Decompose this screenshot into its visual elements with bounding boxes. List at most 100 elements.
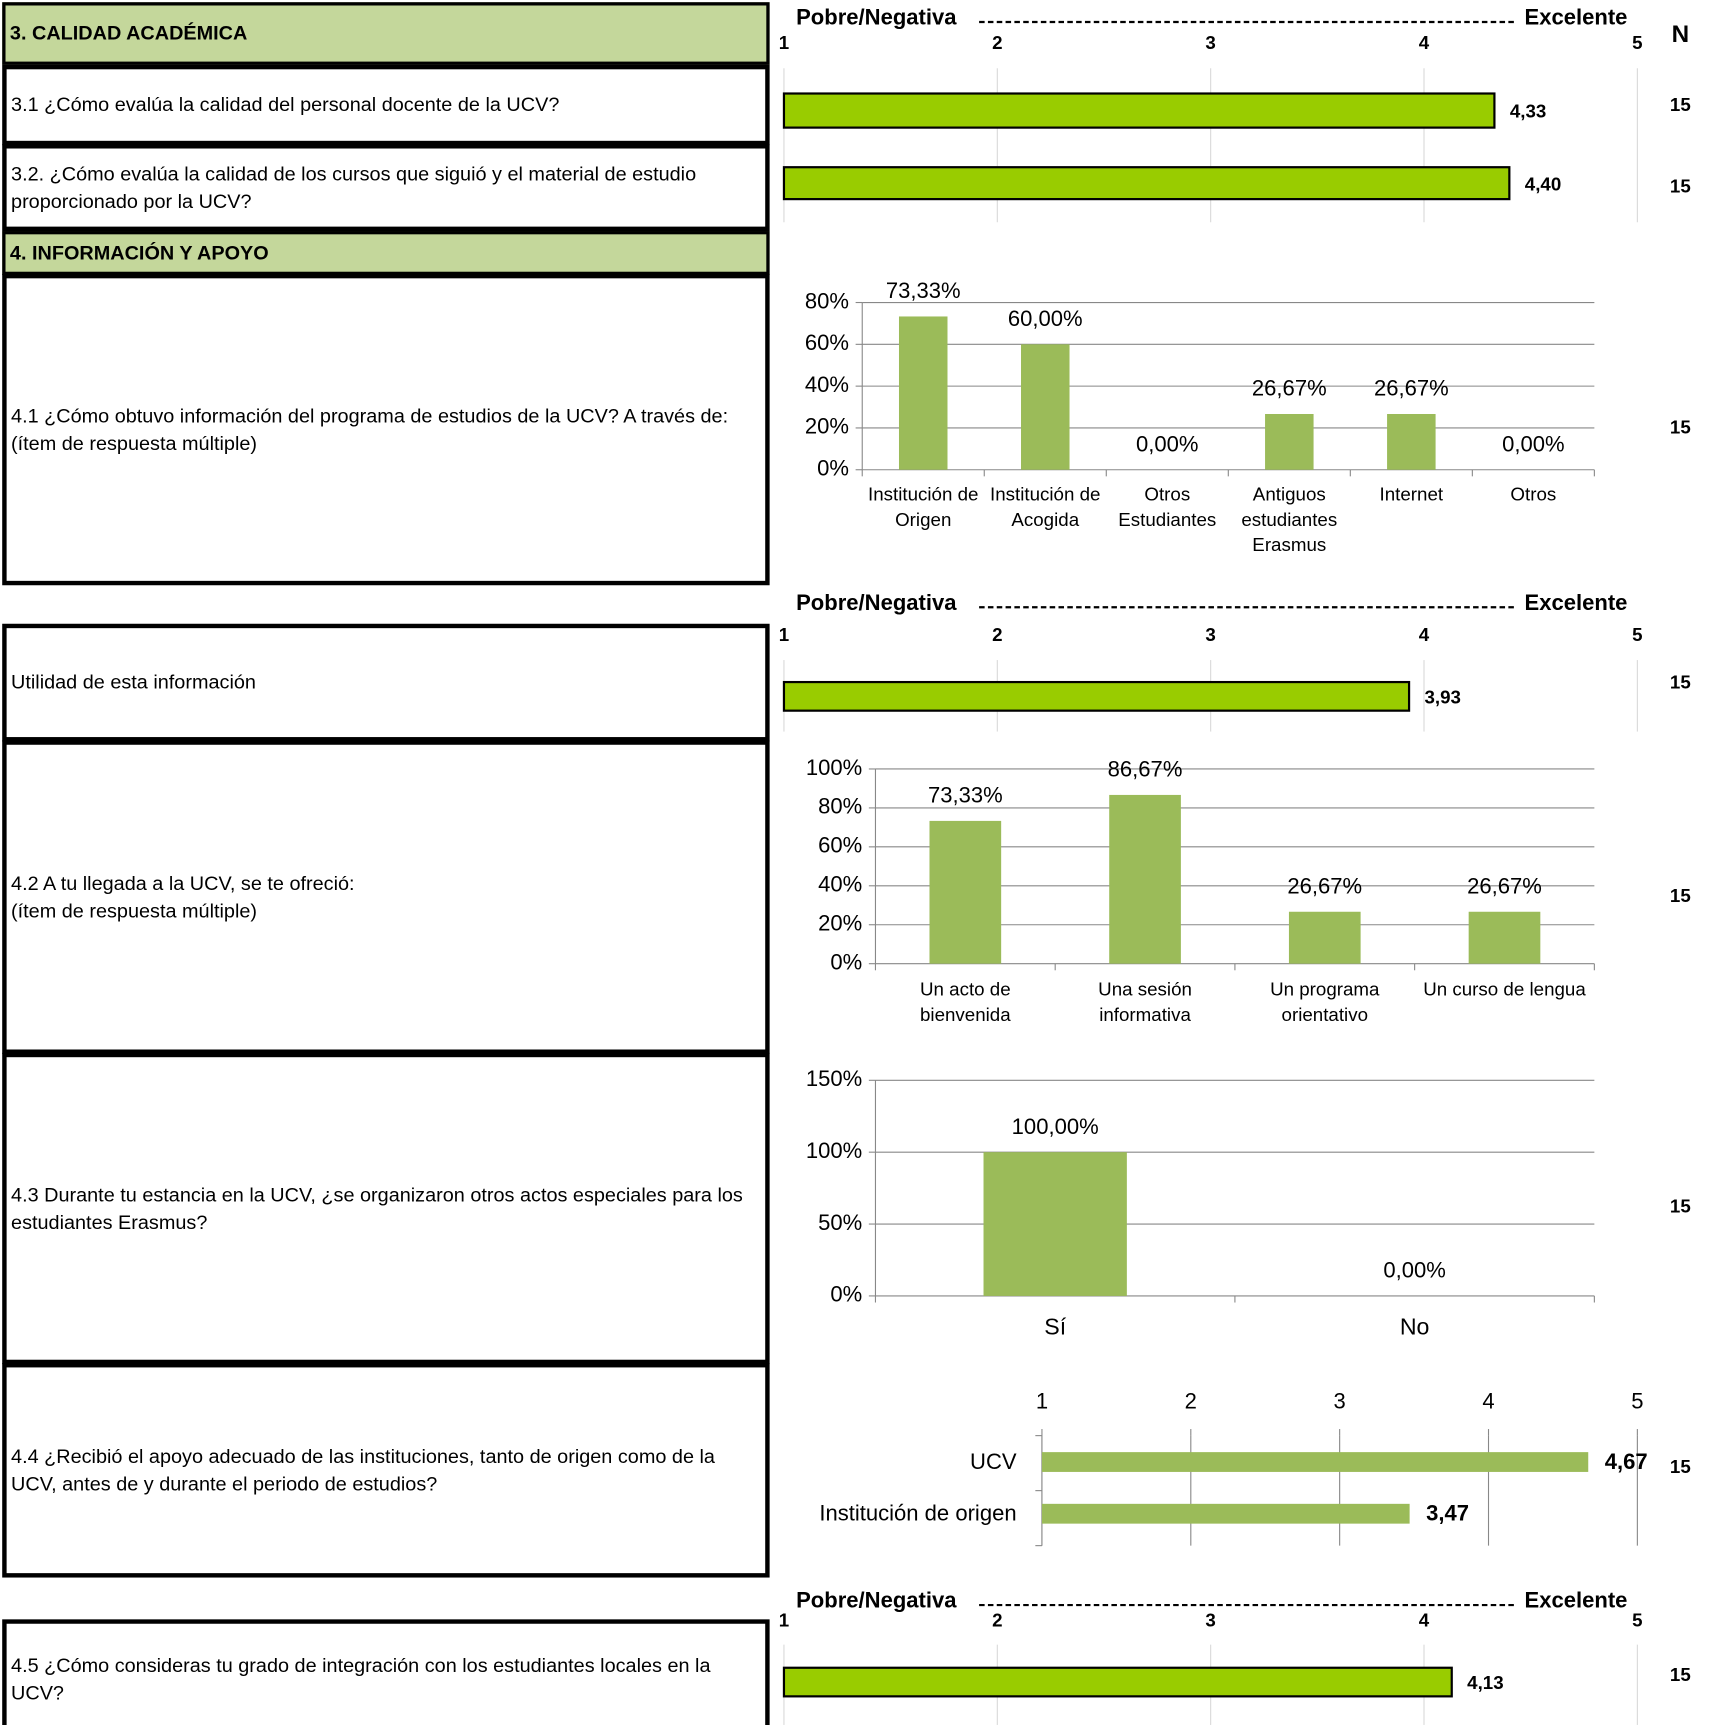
value-label: 4,67 [1605,1449,1648,1474]
category-label-box: Un curso de lengua [1423,979,1586,1000]
x-tick-label: 2 [992,1609,1002,1630]
n-value: 15 [1669,885,1691,907]
n-value: 15 [1669,1195,1691,1217]
x-tick-label: 5 [1632,1609,1642,1630]
n-value: 15 [1669,176,1691,197]
x-tick-label: No [1399,1314,1430,1340]
x-tick-label: 2 [1185,1388,1197,1413]
y-tick-label: 0% [830,950,862,975]
x-tick-label: Internet [1379,484,1444,505]
y-tick-label: UCV [970,1449,1017,1474]
x-tick-label: Institución de Origen [868,484,979,531]
x-tick-label: Otros [1510,484,1557,505]
x-tick-label: Otros Estudiantes [1118,484,1217,531]
y-tick-label: 40% [818,872,862,897]
y-tick-label: 40% [805,372,849,397]
value-label: 26,67% [1374,376,1449,401]
x-tick-label: Un acto de bienvenida [919,979,1011,1026]
x-tick-label: 5 [1632,624,1642,645]
y-tick-label: Institución de origen [819,1501,1016,1526]
value-label: 3,47 [1426,1501,1469,1526]
x-tick-label: 2 [992,32,1002,53]
scale-right-label: Excelente [1525,590,1628,615]
value-label: 0,00% [1502,431,1565,456]
n-value: 15 [1669,1456,1691,1478]
y-tick-label: 20% [805,414,849,439]
bar [1109,794,1181,964]
value-label: 3,93 [1425,687,1461,708]
scale-left-label: Pobre/Negativa [796,5,957,30]
question: 3.2. ¿Cómo evalúa la calidad de los curs… [2,144,770,232]
question: Utilidad de esta información [2,623,770,742]
x-tick-label: 4 [1482,1388,1494,1413]
value-label: 100,00% [1012,1114,1099,1139]
bar [782,166,1511,201]
category-label-box: Sí [1044,1315,1066,1340]
category-label-box: Otros [1510,484,1557,505]
n-value: 15 [1669,416,1691,438]
bar [1387,413,1436,470]
n-header: N [1671,19,1690,48]
bar [782,680,1411,712]
y-tick-label: 100% [806,1138,862,1163]
y-tick-label: 150% [806,1066,862,1091]
category-label-box: Un acto de bienvenida [919,979,1011,1026]
bar [983,1152,1127,1296]
question: 4.5 ¿Cómo consideras tu grado de integra… [2,1619,770,1725]
x-tick-label: 3 [1205,624,1215,645]
value-label: 26,67% [1287,873,1362,898]
bar [1288,911,1361,964]
category-label-box: Internet [1379,484,1444,505]
bar [898,316,948,470]
value-label: 0,00% [1136,431,1199,456]
question: 4.3 Durante tu estancia en la UCV, ¿se o… [2,1052,770,1365]
value-label: 0,00% [1383,1258,1446,1283]
y-tick-label: 60% [818,833,862,858]
value-label: 73,33% [928,783,1003,808]
question: 4.1 ¿Cómo obtuvo información del program… [2,273,770,586]
x-tick-label: 5 [1632,32,1642,53]
scale-left-label: Pobre/Negativa [796,590,957,615]
x-tick-label: 1 [779,1609,789,1630]
x-tick-label: 4 [1419,1609,1430,1630]
x-tick-label: 2 [992,624,1002,645]
y-tick-label: 80% [805,288,849,313]
x-tick-label: 3 [1205,1609,1215,1630]
question: 4.2 A tu llegada a la UCV, se te ofreció… [2,740,770,1054]
category-label-box: Un programa orientativo [1270,979,1379,1025]
x-tick-label: 3 [1334,1388,1346,1413]
value-label: 73,33% [886,278,961,303]
y-tick-label: 0% [830,1282,862,1307]
y-tick-label: 50% [818,1210,862,1235]
value-label: 4,40 [1525,173,1561,194]
value-label: 4,33 [1510,101,1546,122]
bar [929,820,1002,964]
bar [1265,413,1314,470]
category-label-box: No [1399,1314,1430,1340]
y-tick-label: 20% [818,911,862,936]
y-tick-label: 60% [805,330,849,355]
x-tick-label: 5 [1631,1388,1643,1413]
value-label: 4,13 [1467,1672,1503,1693]
n-value: 15 [1669,1664,1691,1686]
value-label: 26,67% [1467,873,1542,898]
x-tick-label: 4 [1419,32,1430,53]
value-label: 60,00% [1008,306,1083,331]
category-label-box: Institución de Origen [868,484,979,531]
value-label: 86,67% [1108,757,1183,782]
category-label-box: Una sesión informativa [1098,979,1192,1026]
bar [1021,344,1070,470]
x-tick-label: Antiguos estudiantes Erasmus [1241,484,1338,556]
category-label-box: Institución de Acogida [990,484,1100,530]
y-tick-label: 100% [806,755,862,780]
category-label-box: Antiguos estudiantes Erasmus [1241,484,1338,556]
y-tick-label: 0% [817,456,849,481]
x-tick-label: 1 [1036,1388,1048,1413]
value-label: 26,67% [1252,376,1327,401]
x-tick-label: 1 [779,624,789,645]
x-tick-label: Una sesión informativa [1098,979,1192,1026]
x-tick-label: 1 [779,32,789,53]
